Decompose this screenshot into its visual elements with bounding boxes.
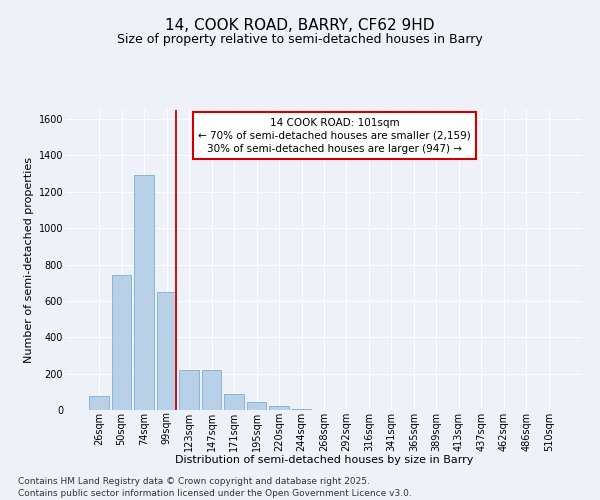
- Bar: [202, 370, 221, 410]
- Bar: [157, 292, 176, 410]
- Bar: [134, 174, 154, 410]
- Bar: [112, 276, 131, 410]
- Bar: [247, 402, 266, 410]
- Bar: [179, 370, 199, 410]
- Bar: [292, 409, 311, 410]
- X-axis label: Distribution of semi-detached houses by size in Barry: Distribution of semi-detached houses by …: [175, 455, 473, 465]
- Text: 14 COOK ROAD: 101sqm
← 70% of semi-detached houses are smaller (2,159)
30% of se: 14 COOK ROAD: 101sqm ← 70% of semi-detac…: [198, 118, 470, 154]
- Bar: [224, 394, 244, 410]
- Bar: [89, 396, 109, 410]
- Text: Size of property relative to semi-detached houses in Barry: Size of property relative to semi-detach…: [117, 32, 483, 46]
- Text: Contains HM Land Registry data © Crown copyright and database right 2025.
Contai: Contains HM Land Registry data © Crown c…: [18, 476, 412, 498]
- Y-axis label: Number of semi-detached properties: Number of semi-detached properties: [25, 157, 34, 363]
- Text: 14, COOK ROAD, BARRY, CF62 9HD: 14, COOK ROAD, BARRY, CF62 9HD: [165, 18, 435, 32]
- Bar: [269, 406, 289, 410]
